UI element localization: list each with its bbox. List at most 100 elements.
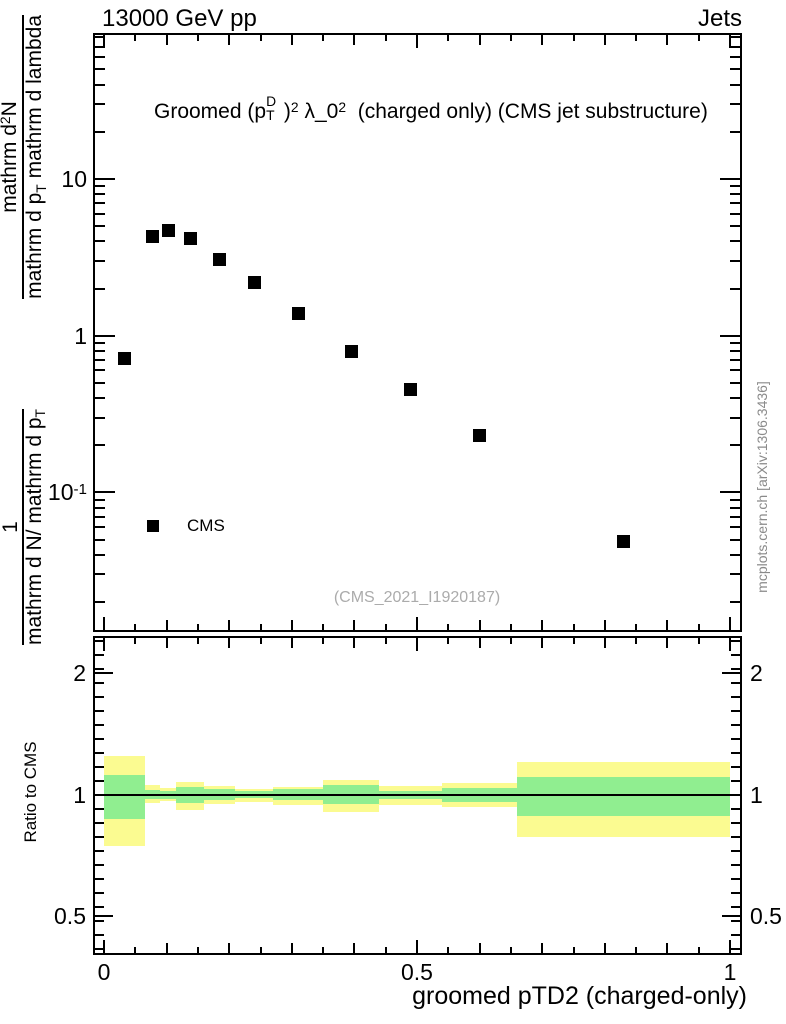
axis-tick <box>731 863 740 866</box>
axis-tick <box>416 35 418 48</box>
x-axis-title: groomed pTD2 (charged-only) <box>412 982 747 1010</box>
axis-tick <box>635 624 638 630</box>
axis-tick <box>720 491 740 494</box>
axis-tick <box>572 35 575 41</box>
axis-tick <box>730 36 740 39</box>
axis-tick <box>541 620 544 630</box>
axis-tick <box>95 103 105 106</box>
axis-tick <box>730 349 740 352</box>
axis-tick <box>103 940 105 953</box>
ratio-tick-label-left: 1 <box>73 781 86 808</box>
ratio-axis-title: Ratio to CMS <box>21 741 40 843</box>
axis-tick <box>541 638 544 648</box>
axis-tick <box>95 600 105 603</box>
axis-tick <box>95 779 104 782</box>
data-point-marker <box>117 351 131 365</box>
y-axis-tick-label: 10 <box>61 166 87 192</box>
axis-tick <box>447 947 450 953</box>
axis-tick <box>322 947 325 953</box>
axis-tick <box>95 45 105 48</box>
ratio-tick-label-left: 2 <box>73 659 86 686</box>
axis-tick <box>95 381 105 384</box>
ratio-reference-line <box>93 793 742 796</box>
axis-tick <box>603 943 606 953</box>
axis-tick <box>729 940 731 953</box>
axis-tick <box>730 56 740 59</box>
axis-tick <box>572 624 575 630</box>
axis-tick <box>95 891 104 894</box>
data-point-marker <box>473 428 487 442</box>
axis-tick <box>720 334 740 337</box>
axis-tick <box>103 35 105 48</box>
axis-tick <box>134 947 137 953</box>
axis-tick <box>95 491 115 494</box>
axis-tick <box>731 905 740 908</box>
axis-tick <box>697 947 700 953</box>
axis-tick <box>134 624 137 630</box>
axis-tick <box>730 103 740 106</box>
y-axis-tick-label: 10-1 <box>47 479 87 506</box>
axis-tick <box>259 35 262 41</box>
data-point-marker <box>146 229 159 243</box>
axis-tick <box>95 905 104 908</box>
axis-tick <box>95 915 113 918</box>
axis-tick <box>416 940 418 953</box>
axis-tick <box>95 498 105 501</box>
axis-tick <box>731 709 740 712</box>
axis-tick <box>730 600 740 603</box>
legend-marker-square <box>147 520 159 532</box>
axis-tick <box>196 35 199 41</box>
axis-tick <box>730 358 740 361</box>
axis-tick <box>729 35 731 48</box>
axis-tick <box>666 943 669 953</box>
axis-tick <box>730 68 740 71</box>
axis-tick <box>95 553 105 556</box>
ratio-tick-label-right: 1 <box>750 781 763 808</box>
axis-tick <box>165 943 168 953</box>
axis-tick <box>228 638 231 648</box>
axis-tick <box>95 358 105 361</box>
data-point-marker <box>183 232 197 246</box>
axis-tick <box>730 45 740 48</box>
axis-tick <box>353 943 356 953</box>
data-point-marker <box>617 535 631 549</box>
axis-tick <box>95 369 105 372</box>
axis-tick <box>731 807 740 810</box>
axis-tick <box>165 638 168 648</box>
collision-energy-title: 13000 GeV pp <box>102 5 257 32</box>
axis-tick <box>635 638 638 644</box>
axis-tick <box>509 35 512 41</box>
axis-tick <box>196 638 199 644</box>
axis-tick <box>95 240 105 243</box>
axis-tick <box>730 416 740 419</box>
axis-tick <box>95 178 115 180</box>
axis-tick <box>322 624 325 630</box>
axis-tick <box>416 617 418 630</box>
axis-tick <box>603 620 606 630</box>
data-point-marker <box>291 307 305 321</box>
axis-tick <box>95 667 104 670</box>
y-axis-title-fraction-2: mathrm d2Nmathrm d pT mathrm d lambda <box>0 15 49 299</box>
analysis-group-title: Jets <box>697 5 742 32</box>
legend-label: CMS <box>187 516 225 535</box>
axis-tick <box>447 638 450 644</box>
data-point-marker <box>247 275 261 289</box>
y-axis-title-fraction-1: 1 mathrm d N/ mathrm d pT <box>0 408 49 645</box>
axis-tick <box>259 947 262 953</box>
axis-tick <box>478 35 481 45</box>
axis-tick <box>95 639 104 642</box>
axis-tick <box>729 638 731 651</box>
axis-tick <box>730 259 740 262</box>
axis-tick <box>95 737 104 740</box>
axis-tick <box>165 35 168 45</box>
axis-tick <box>478 638 481 648</box>
axis-tick <box>384 35 387 41</box>
axis-tick <box>95 947 104 950</box>
axis-tick <box>95 259 105 262</box>
data-point-marker <box>344 345 358 359</box>
ratio-panel-frame <box>93 636 742 955</box>
axis-tick <box>103 617 105 630</box>
axis-tick <box>95 835 104 838</box>
axis-tick <box>729 617 731 630</box>
